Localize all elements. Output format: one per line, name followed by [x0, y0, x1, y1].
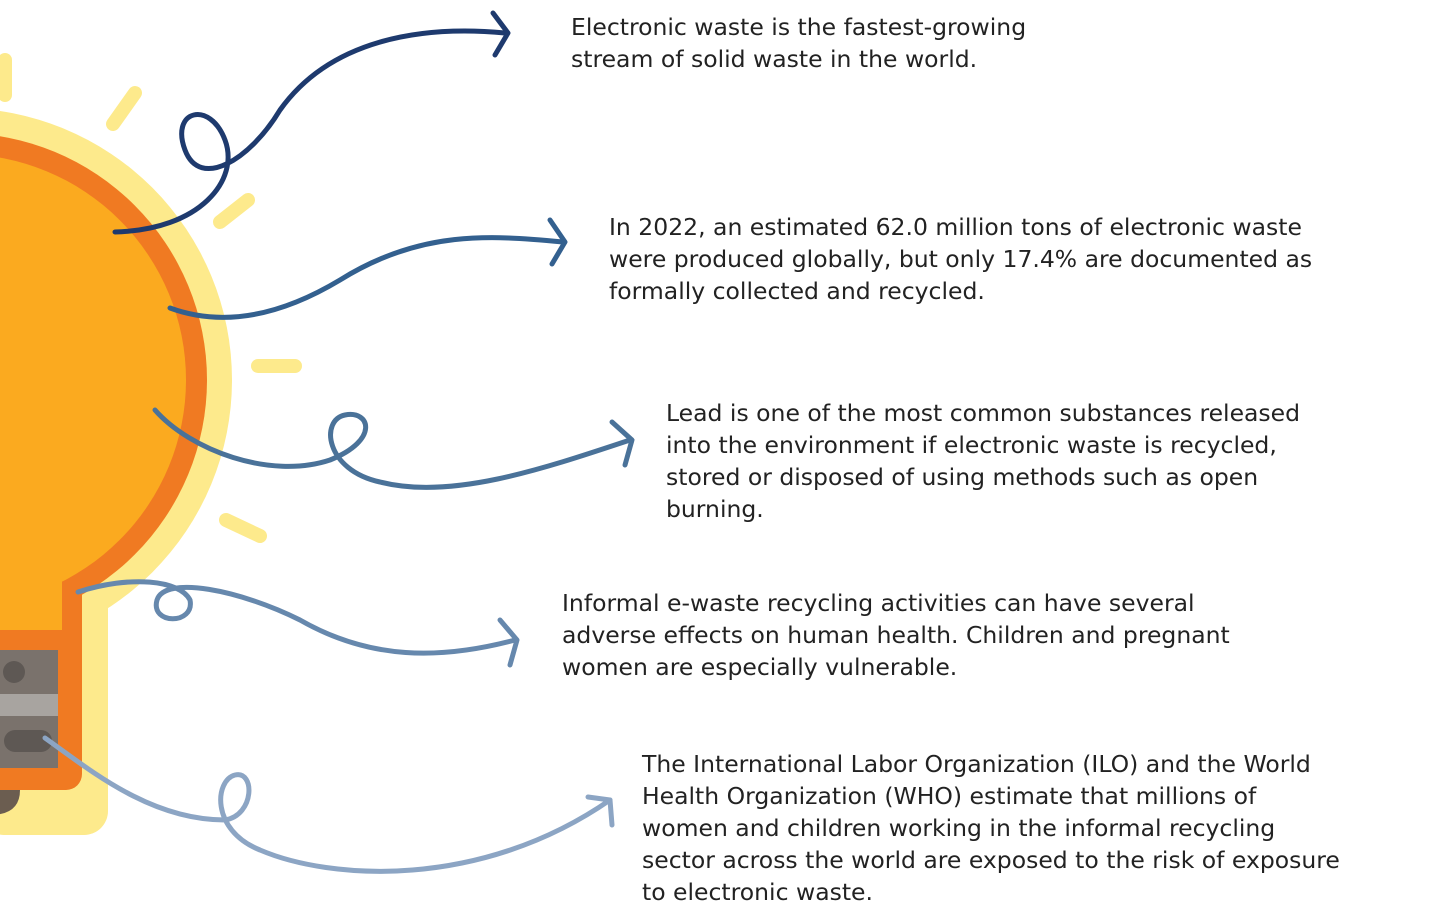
fact: The International Labor Organization (IL… — [642, 748, 1340, 908]
fact-line: Health Organization (WHO) estimate that … — [642, 780, 1340, 812]
bulb — [0, 108, 232, 835]
fact-line: were produced globally, but only 17.4% a… — [609, 243, 1312, 275]
fact-line: adverse effects on human health. Childre… — [562, 619, 1230, 651]
page: Electronic waste is the fastest-growings… — [0, 0, 1445, 904]
fact-line: into the environment if electronic waste… — [666, 429, 1300, 461]
fact-line: to electronic waste. — [642, 876, 1340, 908]
fact-line: Informal e-waste recycling activities ca… — [562, 587, 1230, 619]
fact-line: The International Labor Organization (IL… — [642, 748, 1340, 780]
fact-line: In 2022, an estimated 62.0 million tons … — [609, 211, 1312, 243]
fact: Lead is one of the most common substance… — [666, 397, 1300, 525]
fact-line: Lead is one of the most common substance… — [666, 397, 1300, 429]
fact-line: women are especially vulnerable. — [562, 651, 1230, 683]
fact-line: stream of solid waste in the world. — [571, 43, 1026, 75]
fact: In 2022, an estimated 62.0 million tons … — [609, 211, 1312, 307]
fact-line: formally collected and recycled. — [609, 275, 1312, 307]
fact-line: sector across the world are exposed to t… — [642, 844, 1340, 876]
fact-line: women and children working in the inform… — [642, 812, 1340, 844]
fact-line: Electronic waste is the fastest-growing — [571, 11, 1026, 43]
fact-line: stored or disposed of using methods such… — [666, 461, 1300, 493]
fact-line: burning. — [666, 493, 1300, 525]
fact: Informal e-waste recycling activities ca… — [562, 587, 1230, 683]
